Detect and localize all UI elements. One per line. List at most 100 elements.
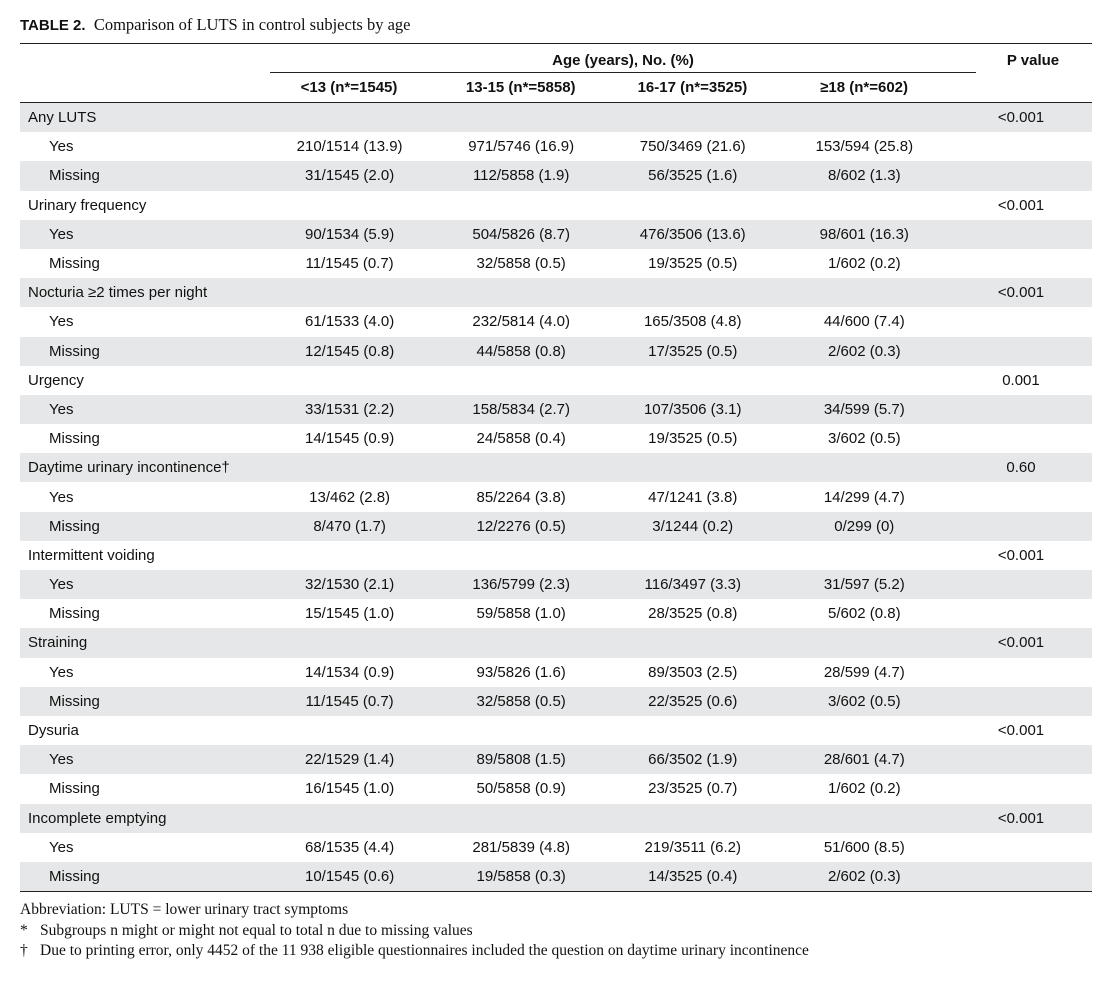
table-cell: 3/602 (0.5)	[828, 430, 901, 448]
table-cell: 136/5799 (2.3)	[472, 576, 570, 594]
table-cell: 476/3506 (13.6)	[639, 225, 746, 243]
table-cell: 44/5858 (0.8)	[476, 342, 566, 360]
table-cell: 28/599 (4.7)	[823, 663, 905, 681]
table-title: TABLE 2. Comparison of LUTS in control s…	[20, 14, 1092, 36]
p-value-header: P value	[1006, 52, 1060, 69]
subrow-label: Yes	[49, 488, 74, 506]
table-cell: 8/470 (1.7)	[313, 517, 386, 535]
table-cell: 59/5858 (1.0)	[476, 605, 566, 623]
table-cell: 28/601 (4.7)	[823, 751, 905, 769]
category-row: Nocturia ≥2 times per night <0.001	[20, 278, 1092, 308]
table-cell: 8/602 (1.3)	[828, 167, 901, 185]
category-label: Dysuria	[28, 722, 79, 740]
table-cell: 14/1534 (0.9)	[304, 663, 395, 681]
p-value-cell: <0.001	[997, 109, 1045, 127]
footnote-abbreviation: Abbreviation: LUTS = lower urinary tract…	[20, 900, 1092, 921]
table-cell: 12/2276 (0.5)	[476, 517, 566, 535]
p-value-cell: <0.001	[997, 722, 1045, 740]
table-cell: 112/5858 (1.9)	[472, 167, 570, 185]
group-header-rule	[270, 72, 976, 73]
table-row: Yes 210/1514 (13.9) 971/5746 (16.9) 750/346…	[20, 132, 1092, 161]
subrow-label: Yes	[49, 838, 74, 856]
category-label: Nocturia ≥2 times per night	[28, 284, 208, 302]
table-cell: 68/1535 (4.4)	[304, 838, 395, 856]
table-cell: 14/3525 (0.4)	[648, 867, 738, 885]
table-cell: 210/1514 (13.9)	[296, 138, 403, 156]
table-row: Missing 15/1545 (1.0) 59/5858 (1.0) 28/3525…	[20, 599, 1092, 628]
table-cell: 3/602 (0.5)	[828, 692, 901, 710]
table-cell: 1/602 (0.2)	[828, 255, 901, 273]
table-cell: 34/599 (5.7)	[823, 400, 905, 418]
table-row: Missing 11/1545 (0.7) 32/5858 (0.5) 22/3525…	[20, 686, 1092, 716]
category-row: Urinary frequency <0.001	[20, 191, 1092, 220]
table-cell: 10/1545 (0.6)	[304, 867, 395, 885]
table-cell: 28/3525 (0.8)	[648, 605, 738, 623]
category-label: Any LUTS	[28, 109, 97, 127]
table-cell: 12/1545 (0.8)	[304, 342, 395, 360]
header-row-columns: <13 (n*=1545) 13-15 (n*=5858) 16-17 (n*=…	[20, 73, 1092, 103]
footnotes: Abbreviation: LUTS = lower urinary tract…	[20, 900, 1092, 962]
table-cell: 16/1545 (1.0)	[304, 780, 395, 798]
table-cell: 107/3506 (3.1)	[643, 400, 742, 418]
table-cell: 32/5858 (0.5)	[476, 255, 566, 273]
subrow-label: Yes	[49, 400, 74, 418]
table-row: Yes 33/1531 (2.2) 158/5834 (2.7) 107/3506 (…	[20, 394, 1092, 425]
table-row: Yes 61/1533 (4.0) 232/5814 (4.0) 165/3508 (…	[20, 307, 1092, 336]
table-cell: 116/3497 (3.3)	[644, 576, 741, 594]
footnote-text: Subgroups n might or might not equal to …	[40, 921, 473, 939]
table-cell: 85/2264 (3.8)	[476, 488, 566, 506]
p-value-cell: <0.001	[997, 284, 1045, 302]
table-cell: 89/3503 (2.5)	[648, 663, 738, 681]
table-row: Yes 90/1534 (5.9) 504/5826 (8.7) 476/3506 (…	[20, 219, 1092, 249]
table-cell: 2/602 (0.3)	[828, 867, 901, 885]
table-cell: 24/5858 (0.4)	[476, 430, 566, 448]
category-label: Straining	[28, 634, 88, 652]
table-row: Yes 13/462 (2.8) 85/2264 (3.8) 47/1241 (3.8…	[20, 482, 1092, 511]
table-cell: 1/602 (0.2)	[828, 780, 901, 798]
p-value-cell: <0.001	[997, 546, 1045, 564]
table-cell: 3/1244 (0.2)	[652, 517, 734, 535]
category-label: Daytime urinary incontinence†	[28, 459, 230, 477]
table-cell: 33/1531 (2.2)	[304, 400, 395, 418]
table-row: Missing 12/1545 (0.8) 44/5858 (0.8) 17/3525…	[20, 336, 1092, 366]
subrow-label: Missing	[49, 780, 100, 798]
category-row: Dysuria <0.001	[20, 716, 1092, 745]
table-row: Missing 11/1545 (0.7) 32/5858 (0.5) 19/3525…	[20, 249, 1092, 278]
table-cell: 165/3508 (4.8)	[643, 313, 742, 331]
table-cell: 22/1529 (1.4)	[304, 751, 395, 769]
header-row-group: Age (years), No. (%) P value	[20, 44, 1092, 73]
table-cell: 93/5826 (1.6)	[476, 663, 566, 681]
category-label: Urgency	[28, 371, 84, 389]
footnote-text: Due to printing error, only 4452 of the …	[40, 942, 809, 960]
table-cell: 32/1530 (2.1)	[304, 576, 395, 594]
subrow-label: Missing	[49, 342, 100, 360]
table-cell: 22/3525 (0.6)	[648, 692, 738, 710]
table-cell: 90/1534 (5.9)	[304, 225, 395, 243]
footnote-dagger: † Due to printing error, only 4452 of the…	[20, 941, 1092, 962]
subrow-label: Yes	[49, 751, 74, 769]
age-group-header: Age (years), No. (%)	[552, 52, 694, 69]
category-label: Urinary frequency	[28, 196, 147, 214]
subrow-label: Missing	[49, 167, 100, 185]
subrow-label: Yes	[49, 663, 74, 681]
table-cell: 32/5858 (0.5)	[476, 692, 566, 710]
table-row: Missing 16/1545 (1.0) 50/5858 (0.9) 23/3525…	[20, 774, 1092, 803]
category-label: Incomplete emptying	[28, 809, 167, 827]
table-cell: 11/1545 (0.7)	[305, 692, 394, 710]
category-label: Intermittent voiding	[28, 546, 155, 564]
table-cell: 19/3525 (0.5)	[648, 430, 738, 448]
p-value-cell: <0.001	[997, 196, 1045, 214]
table-cell: 19/3525 (0.5)	[648, 255, 738, 273]
p-value-cell: 0.001	[1002, 371, 1040, 389]
category-row: Incomplete emptying <0.001	[20, 803, 1092, 833]
table-cell: 15/1545 (1.0)	[304, 605, 395, 623]
table-cell: 23/3525 (0.7)	[648, 780, 738, 798]
table-row: Missing 31/1545 (2.0) 112/5858 (1.9) 56/352…	[20, 161, 1092, 191]
column-header: 16-17 (n*=3525)	[637, 79, 748, 96]
table-cell: 56/3525 (1.6)	[648, 167, 738, 185]
subrow-label: Yes	[49, 576, 74, 594]
p-value-cell: 0.60	[1006, 459, 1036, 477]
table-cell: 219/3511 (6.2)	[644, 838, 741, 856]
subrow-label: Missing	[49, 692, 100, 710]
table-cell: 31/597 (5.2)	[823, 576, 905, 594]
